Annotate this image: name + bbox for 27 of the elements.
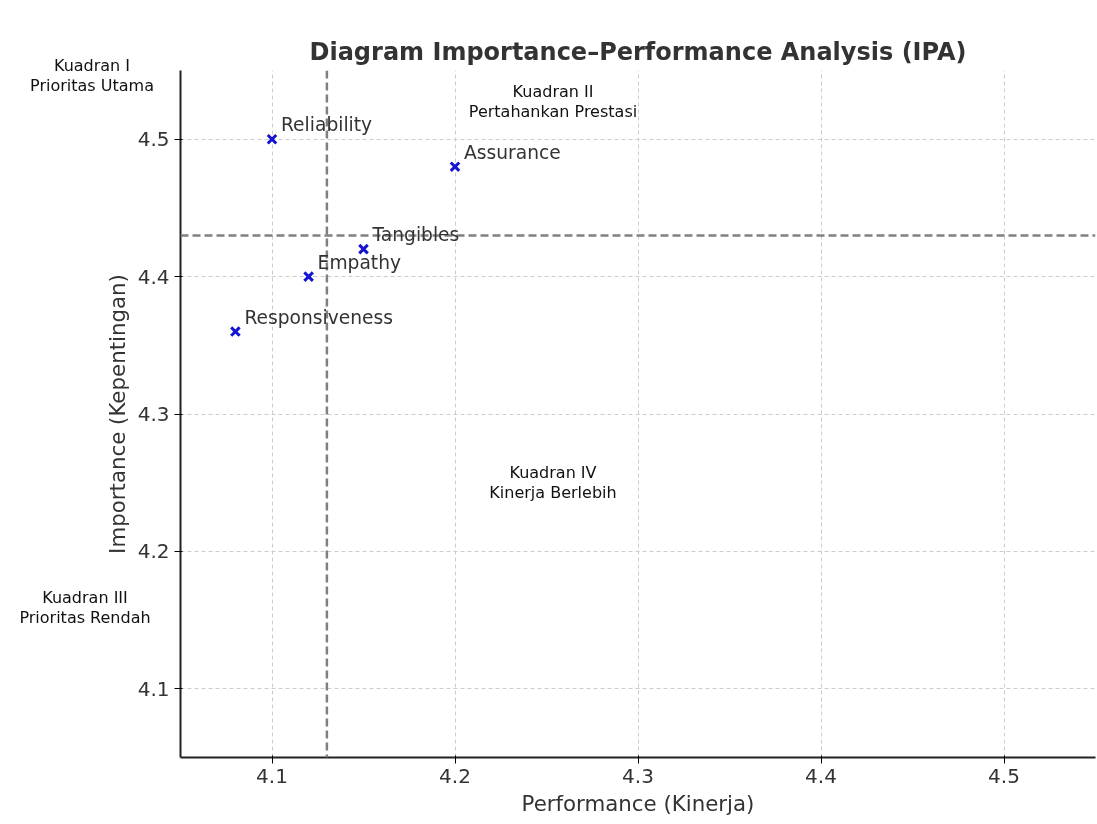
y-axis-title: Importance (Kepentingan) (104, 274, 130, 554)
quadrant-label: Kuadran II Pertahankan Prestasi (468, 82, 638, 122)
quadrant-label: Kuadran IV Kinerja Berlebih (489, 463, 617, 503)
x-tick-label: 4.3 (622, 763, 654, 788)
annotation: Reliability (281, 114, 373, 136)
y-tick-label: 4.2 (137, 539, 170, 564)
x-tick-label: 4.2 (439, 763, 471, 788)
x-tick-label: 4.1 (256, 763, 288, 788)
annotation: Assurance (464, 141, 561, 163)
y-tick-label: 4.4 (137, 264, 170, 289)
quadrant-label: Kuadran III Prioritas Rendah (19, 588, 151, 628)
annotation: Tangibles (371, 224, 460, 246)
point (449, 160, 461, 173)
annotation: Responsiveness (244, 306, 393, 328)
y-tick-label: 4.1 (137, 676, 170, 701)
x-tick-label: 4.5 (988, 763, 1020, 788)
annotation: Empathy (317, 251, 402, 273)
point (302, 270, 315, 283)
y-tick-label: 4.5 (137, 127, 170, 152)
quadrant-label: Kuadran I Prioritas Utama (30, 56, 154, 96)
point (357, 243, 370, 255)
point (229, 325, 242, 338)
x-axis-title: Performance (Kinerja) (521, 790, 755, 816)
x-tick-label: 4.4 (805, 763, 837, 788)
point (266, 133, 278, 145)
chart-title: Diagram Importance–Performance Analysis (IPA) (309, 37, 967, 66)
y-tick-label: 4.3 (137, 402, 170, 426)
